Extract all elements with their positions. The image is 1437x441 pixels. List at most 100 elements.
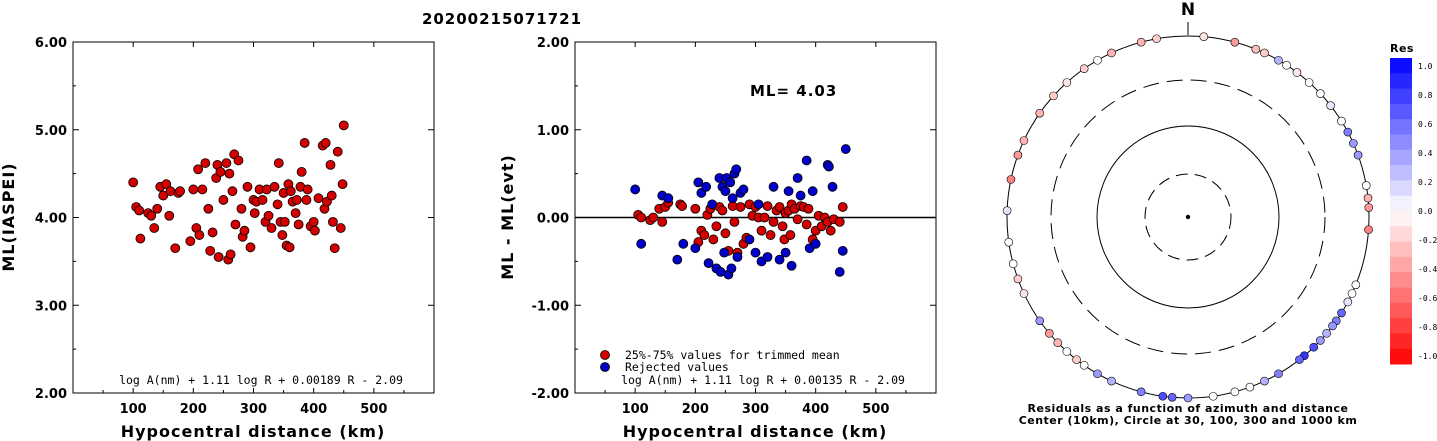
data-point — [213, 252, 224, 262]
data-point — [149, 223, 160, 233]
data-point — [729, 216, 740, 227]
data-point — [224, 168, 235, 179]
station-marker — [1349, 139, 1358, 148]
x-tick-label: 500 — [360, 402, 387, 417]
data-point — [236, 203, 247, 214]
data-point — [678, 238, 689, 249]
station-marker — [1351, 280, 1361, 290]
data-point — [777, 221, 788, 232]
station-marker — [1245, 382, 1255, 392]
data-point — [269, 181, 280, 192]
ml-annotation: ML= 4.03 — [750, 82, 837, 100]
station-marker — [1364, 203, 1374, 212]
data-point — [249, 208, 260, 219]
colorbar-cell — [1390, 134, 1412, 151]
data-point — [225, 249, 236, 260]
data-point — [188, 184, 199, 195]
data-point — [221, 158, 232, 168]
data-point — [727, 193, 738, 204]
data-point — [719, 247, 730, 258]
data-point — [824, 161, 834, 172]
data-point — [801, 155, 812, 166]
legend-marker-rejected — [600, 362, 610, 372]
data-point — [732, 252, 743, 262]
station-marker — [1274, 55, 1283, 65]
station-marker — [1292, 68, 1302, 77]
station-marker — [1347, 289, 1357, 298]
data-point — [750, 247, 761, 258]
colorbar-tick-label: -0.4 — [1418, 265, 1437, 274]
data-point — [636, 238, 647, 249]
x-tick-label: 100 — [622, 402, 649, 417]
data-point — [245, 242, 256, 253]
x-tick-label: 500 — [862, 402, 889, 417]
y-tick-label: 2.00 — [35, 387, 67, 402]
colorbar-cell — [1390, 348, 1412, 365]
azimuth-residual-map: N Residuals as a function of azimuth and… — [1002, 0, 1374, 427]
data-point — [332, 146, 343, 157]
map-caption-line1: Residuals as a function of azimuth and d… — [1028, 402, 1349, 415]
data-point — [197, 184, 208, 195]
station-marker — [1208, 391, 1218, 401]
data-point — [320, 138, 331, 148]
station-marker — [1062, 78, 1072, 87]
data-point — [701, 181, 712, 192]
data-point — [239, 225, 250, 236]
y-tick-label: 1.00 — [537, 124, 569, 139]
data-point — [285, 186, 296, 197]
data-point — [158, 190, 169, 201]
data-point — [326, 190, 337, 201]
data-point — [338, 120, 349, 131]
colorbar-cells — [1390, 58, 1412, 365]
station-marker — [1282, 60, 1291, 70]
colorbar-cell — [1390, 272, 1412, 288]
data-point — [801, 219, 812, 230]
y-tick-label: 2.00 — [537, 36, 569, 51]
colorbar-cell — [1390, 333, 1412, 350]
ml-iaspei-panel: 100 200 300 400 500 2.00 3.00 4.00 5.00 6.00 ML(I… — [0, 36, 435, 441]
station-marker — [1328, 321, 1337, 331]
colorbar-cell — [1390, 165, 1412, 181]
x-axis-label: Hypocentral distance (km) — [623, 422, 888, 441]
data-point — [301, 195, 312, 205]
north-label: N — [1181, 0, 1195, 20]
data-point — [693, 177, 704, 188]
data-point — [175, 186, 185, 197]
data-point — [325, 159, 336, 170]
data-point — [146, 210, 157, 221]
x-tick-label: 400 — [300, 402, 327, 417]
axis-ticks: 100 200 300 400 500 -2.00 -1.00 0.00 1.00 2.00 — [532, 36, 936, 417]
data-point — [780, 247, 791, 258]
y-tick-label: 6.00 — [35, 36, 67, 51]
data-point — [277, 230, 288, 240]
data-point — [786, 260, 797, 271]
data-point — [753, 199, 764, 210]
data-point — [296, 166, 307, 177]
station-marker — [1260, 48, 1269, 58]
data-point — [762, 252, 773, 262]
data-point — [242, 181, 253, 192]
station-marker — [1035, 316, 1045, 326]
station-marker — [1230, 37, 1240, 47]
colorbar-cell — [1390, 241, 1412, 258]
data-point — [648, 212, 659, 223]
map-caption-line2: Center (10km), Circle at 30, 100, 300 an… — [1019, 414, 1358, 427]
station-markers — [1002, 32, 1374, 403]
colorbar-cell — [1390, 149, 1412, 166]
data-point — [803, 203, 814, 214]
data-point — [636, 212, 647, 223]
data-point — [284, 242, 295, 253]
data-point — [708, 234, 719, 245]
data-point — [329, 243, 340, 254]
station-marker — [1072, 355, 1081, 364]
colorbar-tick-label: 0.4 — [1418, 149, 1433, 158]
colorbar-cell — [1390, 103, 1412, 120]
station-marker — [1136, 37, 1146, 47]
x-tick-label: 300 — [240, 402, 267, 417]
data-point — [193, 164, 204, 175]
data-point — [663, 193, 674, 204]
data-point — [230, 219, 241, 230]
colorbar-cell — [1390, 287, 1412, 304]
station-marker — [1167, 393, 1177, 402]
data-point — [263, 210, 274, 221]
